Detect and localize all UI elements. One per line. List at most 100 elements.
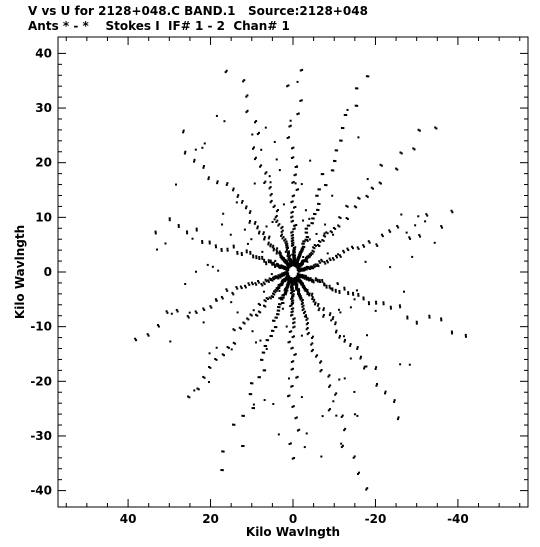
uv-point <box>367 240 370 243</box>
uv-point <box>347 293 350 296</box>
uv-point <box>312 267 315 270</box>
uv-point <box>287 341 290 344</box>
uv-point <box>302 274 305 277</box>
uv-point <box>284 287 287 290</box>
uv-point <box>267 339 270 342</box>
uv-point <box>335 414 338 417</box>
uv-point <box>274 275 277 278</box>
uv-point <box>291 384 294 387</box>
uv-point <box>306 231 309 234</box>
uv-point <box>321 415 324 418</box>
uv-point <box>281 229 284 232</box>
uv-point <box>301 259 304 262</box>
uv-point <box>291 181 294 184</box>
uv-point <box>296 429 299 432</box>
uv-point <box>397 416 400 419</box>
uv-point <box>284 280 287 283</box>
uv-point <box>307 265 310 268</box>
uv-point <box>288 282 291 285</box>
uv-point <box>338 225 341 228</box>
uv-point <box>300 280 303 283</box>
uv-point <box>135 339 138 342</box>
uv-point <box>303 275 306 278</box>
uv-point <box>278 250 281 253</box>
uv-point <box>285 248 288 251</box>
uv-point <box>304 268 307 271</box>
uv-point <box>220 469 223 472</box>
uv-point <box>340 126 343 129</box>
uv-point <box>440 225 443 228</box>
uv-point <box>239 285 242 288</box>
uv-point <box>331 317 334 320</box>
uv-point <box>311 249 314 252</box>
uv-point <box>177 224 180 227</box>
uv-point <box>334 393 337 396</box>
uv-point <box>270 193 273 196</box>
uv-point <box>274 265 277 268</box>
uv-point <box>292 293 295 296</box>
uv-point <box>375 384 378 387</box>
uv-point <box>316 354 319 357</box>
uv-point <box>334 288 337 291</box>
uv-point <box>315 232 318 235</box>
uv-point <box>321 280 324 283</box>
uv-point <box>274 291 277 294</box>
uv-point <box>345 217 348 220</box>
uv-point <box>309 277 312 280</box>
uv-point <box>290 311 293 314</box>
uv-point <box>274 316 277 319</box>
uv-point <box>318 203 321 206</box>
uv-point <box>272 261 275 264</box>
uv-point <box>267 280 270 283</box>
uv-point <box>354 87 357 90</box>
uv-point <box>177 225 180 228</box>
uv-point <box>317 209 320 212</box>
uv-point <box>323 232 326 235</box>
uv-point <box>256 133 259 136</box>
uv-point <box>357 292 360 295</box>
uv-point <box>334 160 337 163</box>
uv-point <box>306 276 309 279</box>
uv-point <box>265 339 268 342</box>
uv-point <box>253 158 256 161</box>
uv-point <box>320 258 323 261</box>
uv-point <box>290 220 293 223</box>
uv-point <box>253 182 256 185</box>
uv-point <box>292 258 295 261</box>
uv-point <box>259 339 262 342</box>
uv-point <box>275 220 278 223</box>
uv-point <box>328 385 331 388</box>
uv-point <box>342 127 345 130</box>
uv-point <box>359 357 362 360</box>
uv-point <box>170 312 173 315</box>
uv-point <box>147 334 150 337</box>
uv-point <box>270 329 273 332</box>
uv-point <box>246 317 249 320</box>
uv-point <box>226 247 229 250</box>
uv-point <box>263 181 266 184</box>
uv-point <box>306 224 309 227</box>
uv-point <box>241 414 244 417</box>
uv-point <box>258 376 261 379</box>
uv-point <box>280 234 283 237</box>
uv-point <box>296 258 299 261</box>
uv-point <box>306 317 309 320</box>
uv-point <box>312 250 315 253</box>
uv-point <box>251 283 254 286</box>
uv-point <box>300 396 303 399</box>
uv-point <box>271 263 274 266</box>
uv-point <box>312 300 315 303</box>
uv-point <box>396 224 399 227</box>
uv-point <box>278 169 281 172</box>
uv-point <box>298 296 301 299</box>
uv-point <box>338 289 341 292</box>
uv-point <box>286 260 289 263</box>
uv-point <box>358 471 361 474</box>
uv-point <box>308 253 311 256</box>
uv-point <box>381 235 384 238</box>
uv-point <box>146 333 149 336</box>
uv-point <box>261 358 264 361</box>
uv-point <box>302 262 305 265</box>
uv-point <box>253 407 256 410</box>
uv-point <box>216 180 219 183</box>
